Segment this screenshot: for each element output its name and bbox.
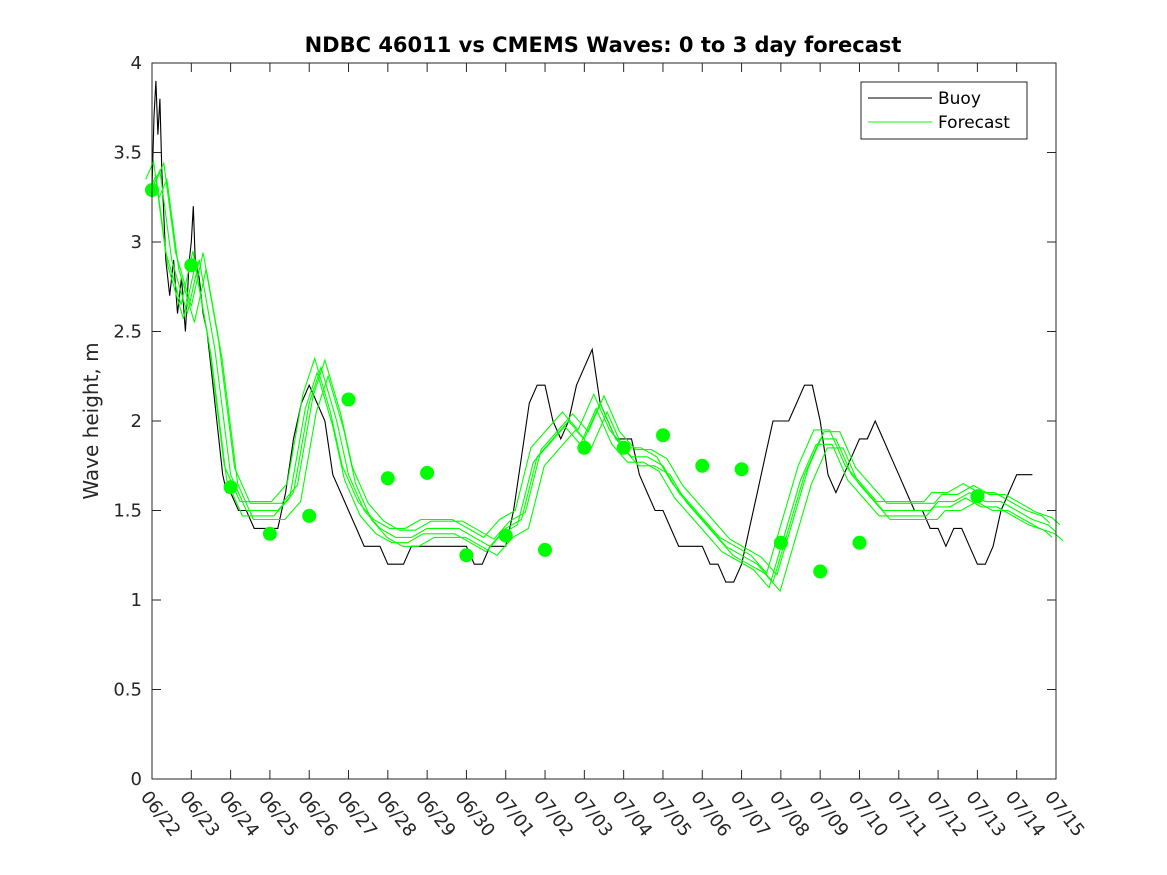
y-tick-label: 2 [131, 411, 142, 432]
x-tick-label: 07/15 [1040, 787, 1088, 841]
x-tick-label: 07/12 [922, 787, 970, 841]
y-tick-label: 1 [131, 590, 142, 611]
x-tick-label: 07/11 [883, 787, 931, 841]
series-line-forecast-run-1 [151, 168, 1057, 584]
series-line-forecast-run-3 [147, 173, 1053, 589]
series-layer [145, 80, 1064, 593]
x-tick-label: 07/03 [568, 787, 616, 841]
legend-label-buoy: Buoy [938, 89, 981, 109]
x-tick-label: 06/28 [372, 787, 420, 841]
x-tick-label: 06/30 [450, 787, 498, 841]
forecast-start-point [773, 535, 788, 550]
forecast-start-point [970, 489, 985, 504]
legend-label-forecast: Forecast [938, 113, 1010, 133]
x-tick-label: 06/25 [254, 787, 302, 841]
x-tick-label: 06/26 [293, 787, 341, 841]
x-tick-label: 07/13 [961, 787, 1009, 841]
x-tick-label: 07/14 [1001, 787, 1049, 841]
y-tick-label: 2.5 [113, 322, 142, 343]
x-axis: 06/2206/2306/2406/2506/2606/2706/2806/29… [136, 63, 1089, 841]
x-tick-label: 07/10 [844, 787, 892, 841]
x-tick-label: 07/07 [726, 787, 774, 841]
y-axis-label: Wave height, m [79, 342, 103, 499]
series-line-forecast-run-2 [155, 161, 1061, 577]
forecast-start-point [498, 528, 513, 543]
x-tick-label: 06/27 [333, 787, 381, 841]
chart-title: NDBC 46011 vs CMEMS Waves: 0 to 3 day fo… [305, 33, 902, 57]
x-tick-label: 06/22 [136, 787, 184, 841]
x-tick-label: 07/05 [647, 787, 695, 841]
x-tick-label: 07/04 [608, 787, 656, 841]
series-line-forecast-run-5 [145, 159, 1051, 575]
y-tick-label: 3.5 [113, 143, 142, 164]
y-tick-label: 3 [131, 232, 142, 253]
forecast-start-point [184, 258, 199, 273]
legend-box [860, 81, 1028, 140]
series-line-forecast-run-4 [158, 177, 1064, 593]
forecast-start-point [852, 535, 867, 550]
forecast-start-point [262, 526, 277, 541]
x-tick-label: 06/24 [215, 787, 263, 841]
forecast-start-point [734, 462, 749, 477]
x-tick-label: 07/09 [804, 787, 852, 841]
forecast-start-point [459, 548, 474, 563]
forecast-start-point [577, 440, 592, 455]
x-tick-label: 07/01 [490, 787, 538, 841]
forecast-start-point [538, 542, 552, 557]
forecast-start-point [380, 471, 395, 486]
y-tick-label: 1.5 [113, 501, 142, 522]
forecast-start-point [813, 564, 828, 579]
forecast-start-point [656, 428, 670, 443]
x-tick-label: 07/08 [765, 787, 813, 841]
series-line-buoy [151, 80, 1033, 583]
x-tick-label: 07/02 [529, 787, 577, 841]
forecast-start-point [420, 465, 435, 480]
forecast-start-point [341, 392, 356, 407]
y-tick-label: 0.5 [113, 680, 142, 701]
x-tick-label: 07/06 [686, 787, 734, 841]
y-tick-label: 4 [131, 53, 142, 74]
forecast-start-point [616, 440, 631, 455]
forecast-start-point [223, 480, 238, 495]
y-axis: 0 0.5 1 1.5 2 2.5 3 3.5 4 [113, 53, 1056, 790]
legend: Buoy Forecast [860, 81, 1028, 140]
forecast-start-point [695, 458, 710, 473]
forecast-start-point [302, 508, 317, 523]
y-tick-label: 0 [131, 769, 142, 790]
plot-frame [151, 62, 1057, 780]
x-tick-label: 06/23 [175, 787, 223, 841]
x-tick-label: 06/29 [411, 787, 459, 841]
